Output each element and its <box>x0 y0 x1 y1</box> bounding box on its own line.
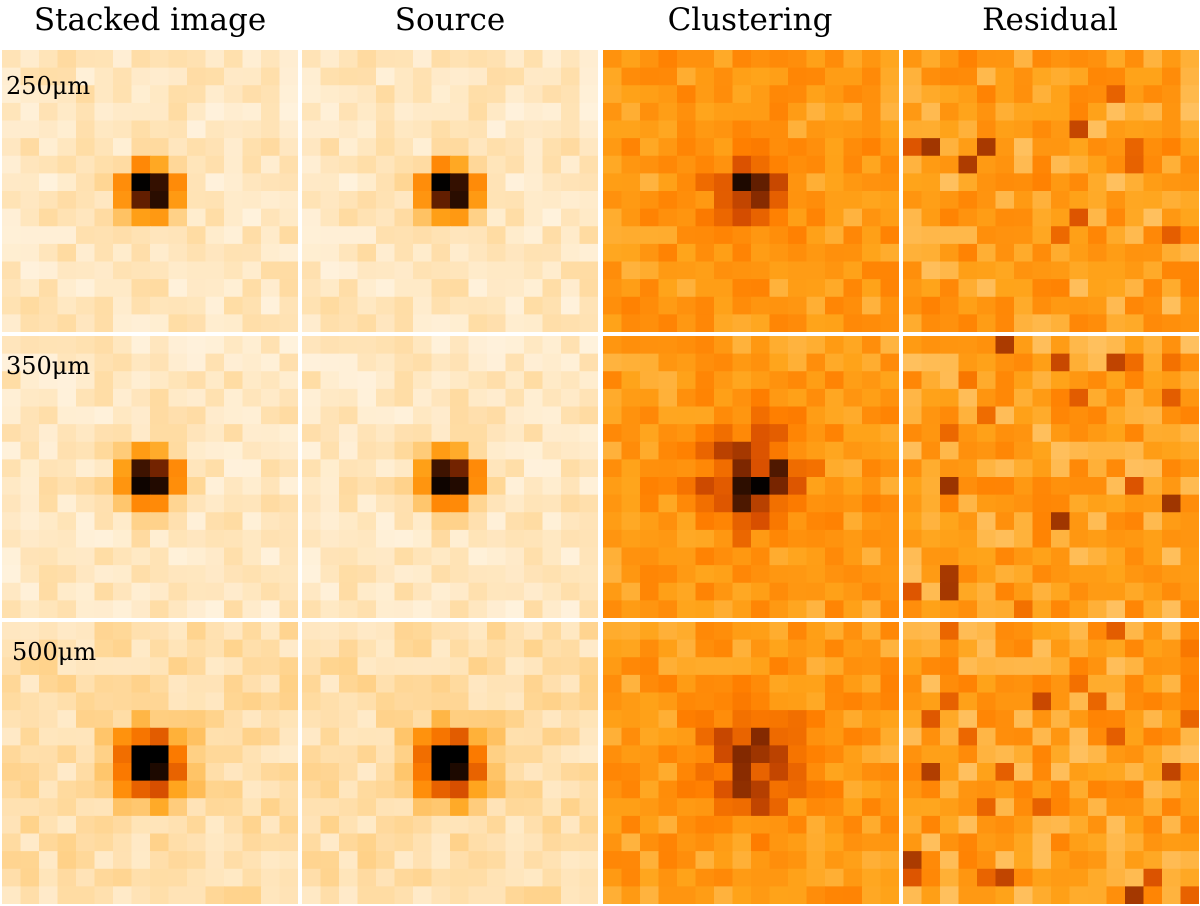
map-panel-residual-250um <box>903 50 1199 332</box>
pixel-map <box>2 50 298 332</box>
pixel-map <box>302 336 598 618</box>
column-title-clustering: Clustering <box>667 2 833 38</box>
pixel-map <box>603 336 899 618</box>
row-label-500um: 500μm <box>12 638 97 666</box>
map-panel-clustering-350um <box>603 336 899 618</box>
column-title-source: Source <box>394 2 506 38</box>
column-title-residual: Residual <box>982 2 1118 38</box>
map-panel-residual-350um <box>903 336 1199 618</box>
pixel-map <box>302 50 598 332</box>
map-panel-source-500um <box>302 622 598 904</box>
map-panel-stacked-image-250um <box>2 50 298 332</box>
map-panel-stacked-image-350um <box>2 336 298 618</box>
pixel-map <box>2 336 298 618</box>
pixel-map <box>903 622 1199 904</box>
pixel-map <box>903 336 1199 618</box>
map-panel-stacked-image-500um <box>2 622 298 904</box>
map-panel-clustering-250um <box>603 50 899 332</box>
map-panel-residual-500um <box>903 622 1199 904</box>
map-panel-source-350um <box>302 336 598 618</box>
map-panel-source-250um <box>302 50 598 332</box>
row-label-250um: 250μm <box>6 72 91 100</box>
map-panel-clustering-500um <box>603 622 899 904</box>
pixel-map <box>903 50 1199 332</box>
pixel-map <box>2 622 298 904</box>
pixel-map <box>603 622 899 904</box>
column-title-stacked-image: Stacked image <box>33 2 267 38</box>
row-label-350um: 350μm <box>6 352 91 380</box>
pixel-map <box>302 622 598 904</box>
pixel-map <box>603 50 899 332</box>
